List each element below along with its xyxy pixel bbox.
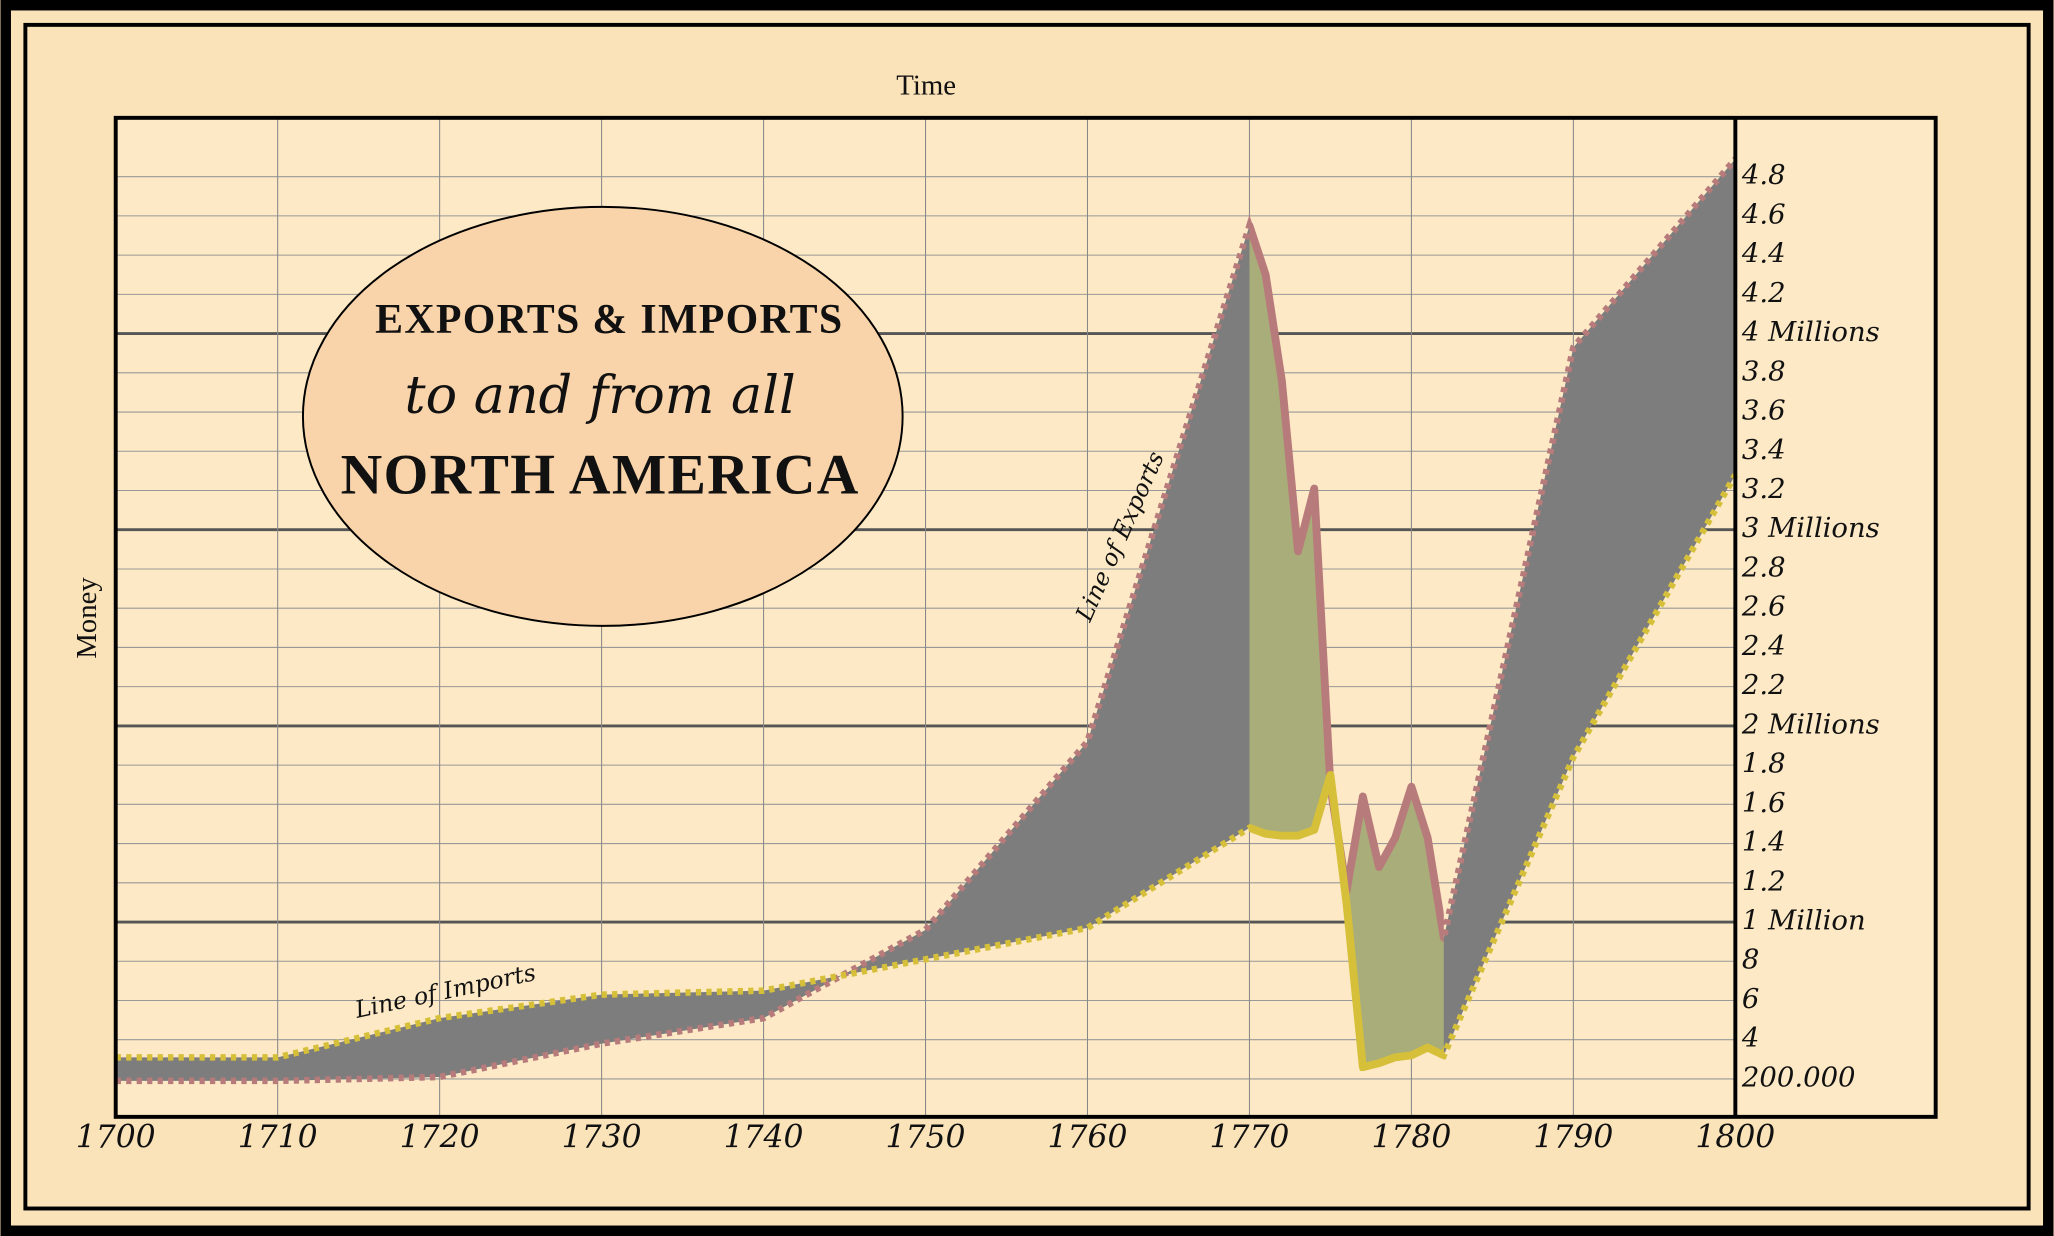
x-tick-label: 1710	[238, 1120, 318, 1156]
y-tick-label: 8	[1742, 944, 1760, 976]
y-tick-label: 4 Millions	[1741, 316, 1880, 348]
y-tick-label: 2 Millions	[1741, 708, 1880, 740]
series-line-highlight	[1249, 770, 1444, 1072]
x-axis-label: Time	[896, 69, 956, 101]
x-tick-label: 1780	[1371, 1120, 1451, 1156]
y-axis-label: Money	[71, 577, 103, 659]
highlight-area	[1249, 225, 1444, 1068]
title-cartouche	[301, 205, 904, 627]
y-tick-label: 6	[1742, 983, 1760, 1015]
x-tick-label: 1760	[1048, 1120, 1128, 1156]
chart-title: to and from all	[405, 365, 796, 426]
x-tick-label: 1720	[400, 1120, 480, 1156]
x-tick-label: 1740	[724, 1120, 804, 1156]
y-tick-label: 2.4	[1741, 630, 1786, 662]
x-tick-label: 1730	[562, 1120, 642, 1156]
y-tick-label: 1 Million	[1742, 905, 1866, 937]
y-tick-label: 1.6	[1742, 787, 1786, 819]
y-tick-label: 4.6	[1741, 198, 1786, 230]
y-tick-label: 2.2	[1741, 669, 1786, 701]
y-tick-label: 3.6	[1742, 395, 1786, 427]
series-line-highlight	[1249, 221, 1444, 942]
y-tick-label: 4	[1741, 1022, 1760, 1054]
y-tick-label: 2.6	[1741, 591, 1786, 623]
y-tick-label: 200.000	[1741, 1061, 1856, 1093]
y-tick-label: 3.2	[1742, 473, 1786, 505]
y-tick-label: 3.8	[1742, 355, 1786, 387]
x-tick-label: 1790	[1533, 1120, 1613, 1156]
x-tick-label: 1700	[76, 1120, 156, 1156]
x-tick-label: 1800	[1695, 1120, 1775, 1156]
x-tick-label: 1750	[886, 1120, 966, 1156]
y-tick-label: 4.2	[1741, 277, 1786, 309]
chart-title: EXPORTS & IMPORTS	[375, 297, 843, 343]
inner-frame	[23, 22, 2031, 1211]
y-tick-label: 3 Millions	[1742, 512, 1880, 544]
y-tick-label: 1.2	[1742, 865, 1786, 897]
x-tick-label: 1770	[1209, 1120, 1289, 1156]
y-tick-label: 4.8	[1741, 159, 1786, 191]
y-tick-label: 3.4	[1742, 434, 1786, 466]
y-tick-label: 1.4	[1742, 826, 1786, 858]
y-tick-label: 4.4	[1741, 238, 1786, 270]
plot-border	[113, 115, 1938, 1119]
y-tick-label: 1.8	[1742, 748, 1786, 780]
chart-title: NORTH AMERICA	[341, 444, 860, 507]
y-tick-label: 2.8	[1741, 551, 1786, 583]
